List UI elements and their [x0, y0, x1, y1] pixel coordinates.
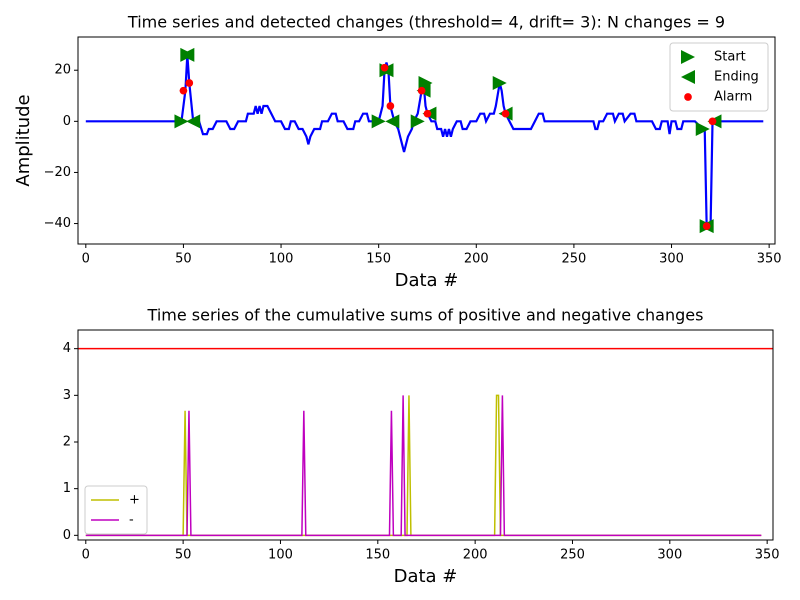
ending-marker — [385, 114, 400, 129]
y-tick-label: −20 — [44, 165, 71, 180]
x-tick-label: 300 — [657, 548, 682, 563]
x-axis-label: Data # — [394, 566, 458, 587]
start-marker — [695, 122, 710, 136]
y-tick-label: 20 — [54, 63, 71, 78]
legend-label: Ending — [714, 70, 759, 85]
x-tick-label: 0 — [82, 548, 90, 563]
series-line — [85, 395, 762, 537]
start-marker — [371, 114, 386, 129]
alarm-marker — [380, 63, 389, 72]
x-tick-label: 0 — [82, 252, 90, 267]
x-axis-label: Data # — [395, 270, 459, 291]
ending-marker — [681, 70, 695, 84]
y-tick-label: 4 — [63, 341, 71, 356]
x-tick-label: 50 — [175, 548, 192, 563]
y-tick-label: 2 — [63, 435, 71, 450]
legend-label: + — [129, 493, 140, 508]
start-marker — [492, 76, 507, 90]
x-tick-label: 150 — [365, 548, 390, 563]
start-marker — [174, 114, 189, 129]
alarm-marker — [708, 117, 717, 126]
x-tick-label: 50 — [175, 252, 192, 267]
legend-label: Alarm — [714, 90, 752, 105]
alarm-marker — [501, 109, 510, 118]
plot-area — [85, 47, 764, 234]
chart-title: Time series and detected changes (thresh… — [127, 13, 725, 32]
x-tick-label: 350 — [755, 548, 780, 563]
x-tick-label: 250 — [561, 252, 586, 267]
x-tick-label: 250 — [560, 548, 585, 563]
ending-marker — [180, 47, 195, 62]
start-marker — [418, 76, 433, 90]
ending-marker — [186, 114, 201, 129]
x-tick-label: 100 — [269, 252, 294, 267]
alarm-marker — [417, 86, 426, 95]
y-tick-label: 1 — [63, 481, 71, 496]
plot-area — [78, 347, 773, 537]
y-tick-label: −40 — [44, 216, 71, 231]
axes-frame — [77, 36, 776, 245]
start-marker — [410, 114, 425, 129]
axes-frame — [77, 329, 774, 541]
x-tick-label: 350 — [757, 252, 782, 267]
x-tick-label: 200 — [464, 252, 489, 267]
x-tick-label: 200 — [463, 548, 488, 563]
alarm-marker — [423, 109, 432, 118]
x-tick-label: 300 — [659, 252, 684, 267]
x-tick-label: 150 — [366, 252, 391, 267]
alarm-marker — [684, 93, 692, 101]
start-marker — [681, 50, 695, 64]
legend-label: Start — [714, 50, 746, 65]
chart-title: Time series of the cumulative sums of po… — [147, 306, 704, 325]
x-tick-label: 100 — [268, 548, 293, 563]
legend-label: - — [129, 513, 134, 528]
alarm-marker — [179, 86, 188, 95]
alarm-marker — [185, 79, 194, 87]
legend-box — [84, 485, 148, 535]
legend-box — [669, 42, 769, 112]
y-tick-label: 3 — [63, 388, 71, 403]
series-line — [85, 394, 762, 537]
alarm-marker — [386, 102, 395, 110]
y-tick-label: 0 — [63, 114, 71, 129]
y-tick-label: 0 — [63, 528, 71, 543]
alarm-marker — [702, 222, 711, 230]
y-axis-label: Amplitude — [13, 94, 34, 186]
